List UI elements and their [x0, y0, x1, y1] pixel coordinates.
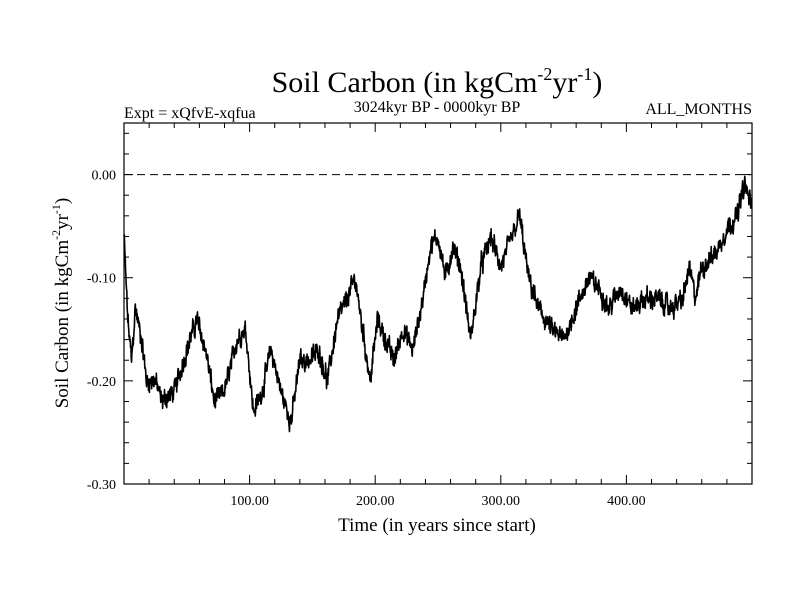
subtitle-months: ALL_MONTHS — [645, 101, 752, 118]
x-tick-label: 400.00 — [607, 494, 646, 509]
subtitle-expt: Expt = xQfvE-xqfua — [124, 105, 256, 122]
y-tick-label: -0.20 — [87, 375, 116, 390]
x-tick-label: 100.00 — [230, 494, 269, 509]
y-axis-label: Soil Carbon (in kgCm-2yr-1) — [49, 198, 73, 409]
plot-frame — [123, 122, 753, 485]
x-tick-label: 300.00 — [482, 494, 521, 509]
y-tick-label: -0.30 — [87, 478, 116, 493]
series-line-soil-carbon — [123, 175, 753, 433]
x-tick-label: 200.00 — [356, 494, 395, 509]
chart-title: Soil Carbon (in kgCm-2yr-1) — [272, 64, 603, 99]
y-tick-label: 0.00 — [92, 169, 117, 184]
subtitle-period: 3024kyr BP - 0000kyr BP — [354, 99, 521, 116]
x-axis-label: Time (in years since start) — [338, 515, 536, 536]
y-tick-label: -0.10 — [87, 272, 116, 287]
